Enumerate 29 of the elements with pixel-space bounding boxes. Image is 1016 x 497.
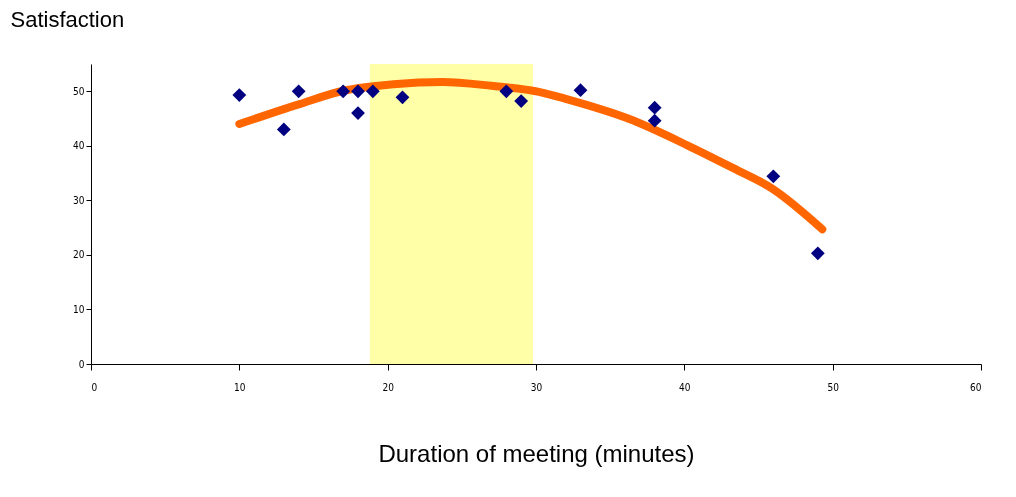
x-tick-label: 0	[91, 381, 98, 393]
point	[573, 83, 588, 98]
x-tick-label: 60	[970, 381, 982, 393]
point	[351, 84, 365, 99]
point	[499, 84, 514, 99]
point	[647, 100, 662, 115]
y-tick-label: 20	[73, 249, 85, 261]
point	[647, 113, 662, 128]
point	[365, 84, 380, 99]
point	[232, 88, 247, 102]
y-tick-label: 50	[73, 85, 85, 97]
point	[276, 122, 291, 137]
x-tick-label: 30	[530, 381, 543, 393]
y-tick-label: 30	[73, 194, 85, 206]
point	[336, 84, 351, 99]
point	[514, 94, 529, 108]
x-tick-label: 50	[827, 381, 840, 393]
point	[395, 90, 410, 105]
y-axis-title: Satisfaction	[10, 6, 125, 32]
point	[291, 84, 306, 99]
x-tick-label: 40	[679, 381, 691, 393]
x-axis-title: Duration of meeting (minutes)	[378, 439, 695, 467]
y-tick-label: 40	[73, 140, 85, 152]
x-tick-label: 10	[234, 381, 246, 393]
point	[810, 246, 825, 261]
x-tick-label: 20	[382, 381, 395, 393]
y-tick-label: 0	[78, 358, 85, 370]
y-tick-label: 10	[73, 303, 85, 315]
point	[766, 169, 781, 184]
